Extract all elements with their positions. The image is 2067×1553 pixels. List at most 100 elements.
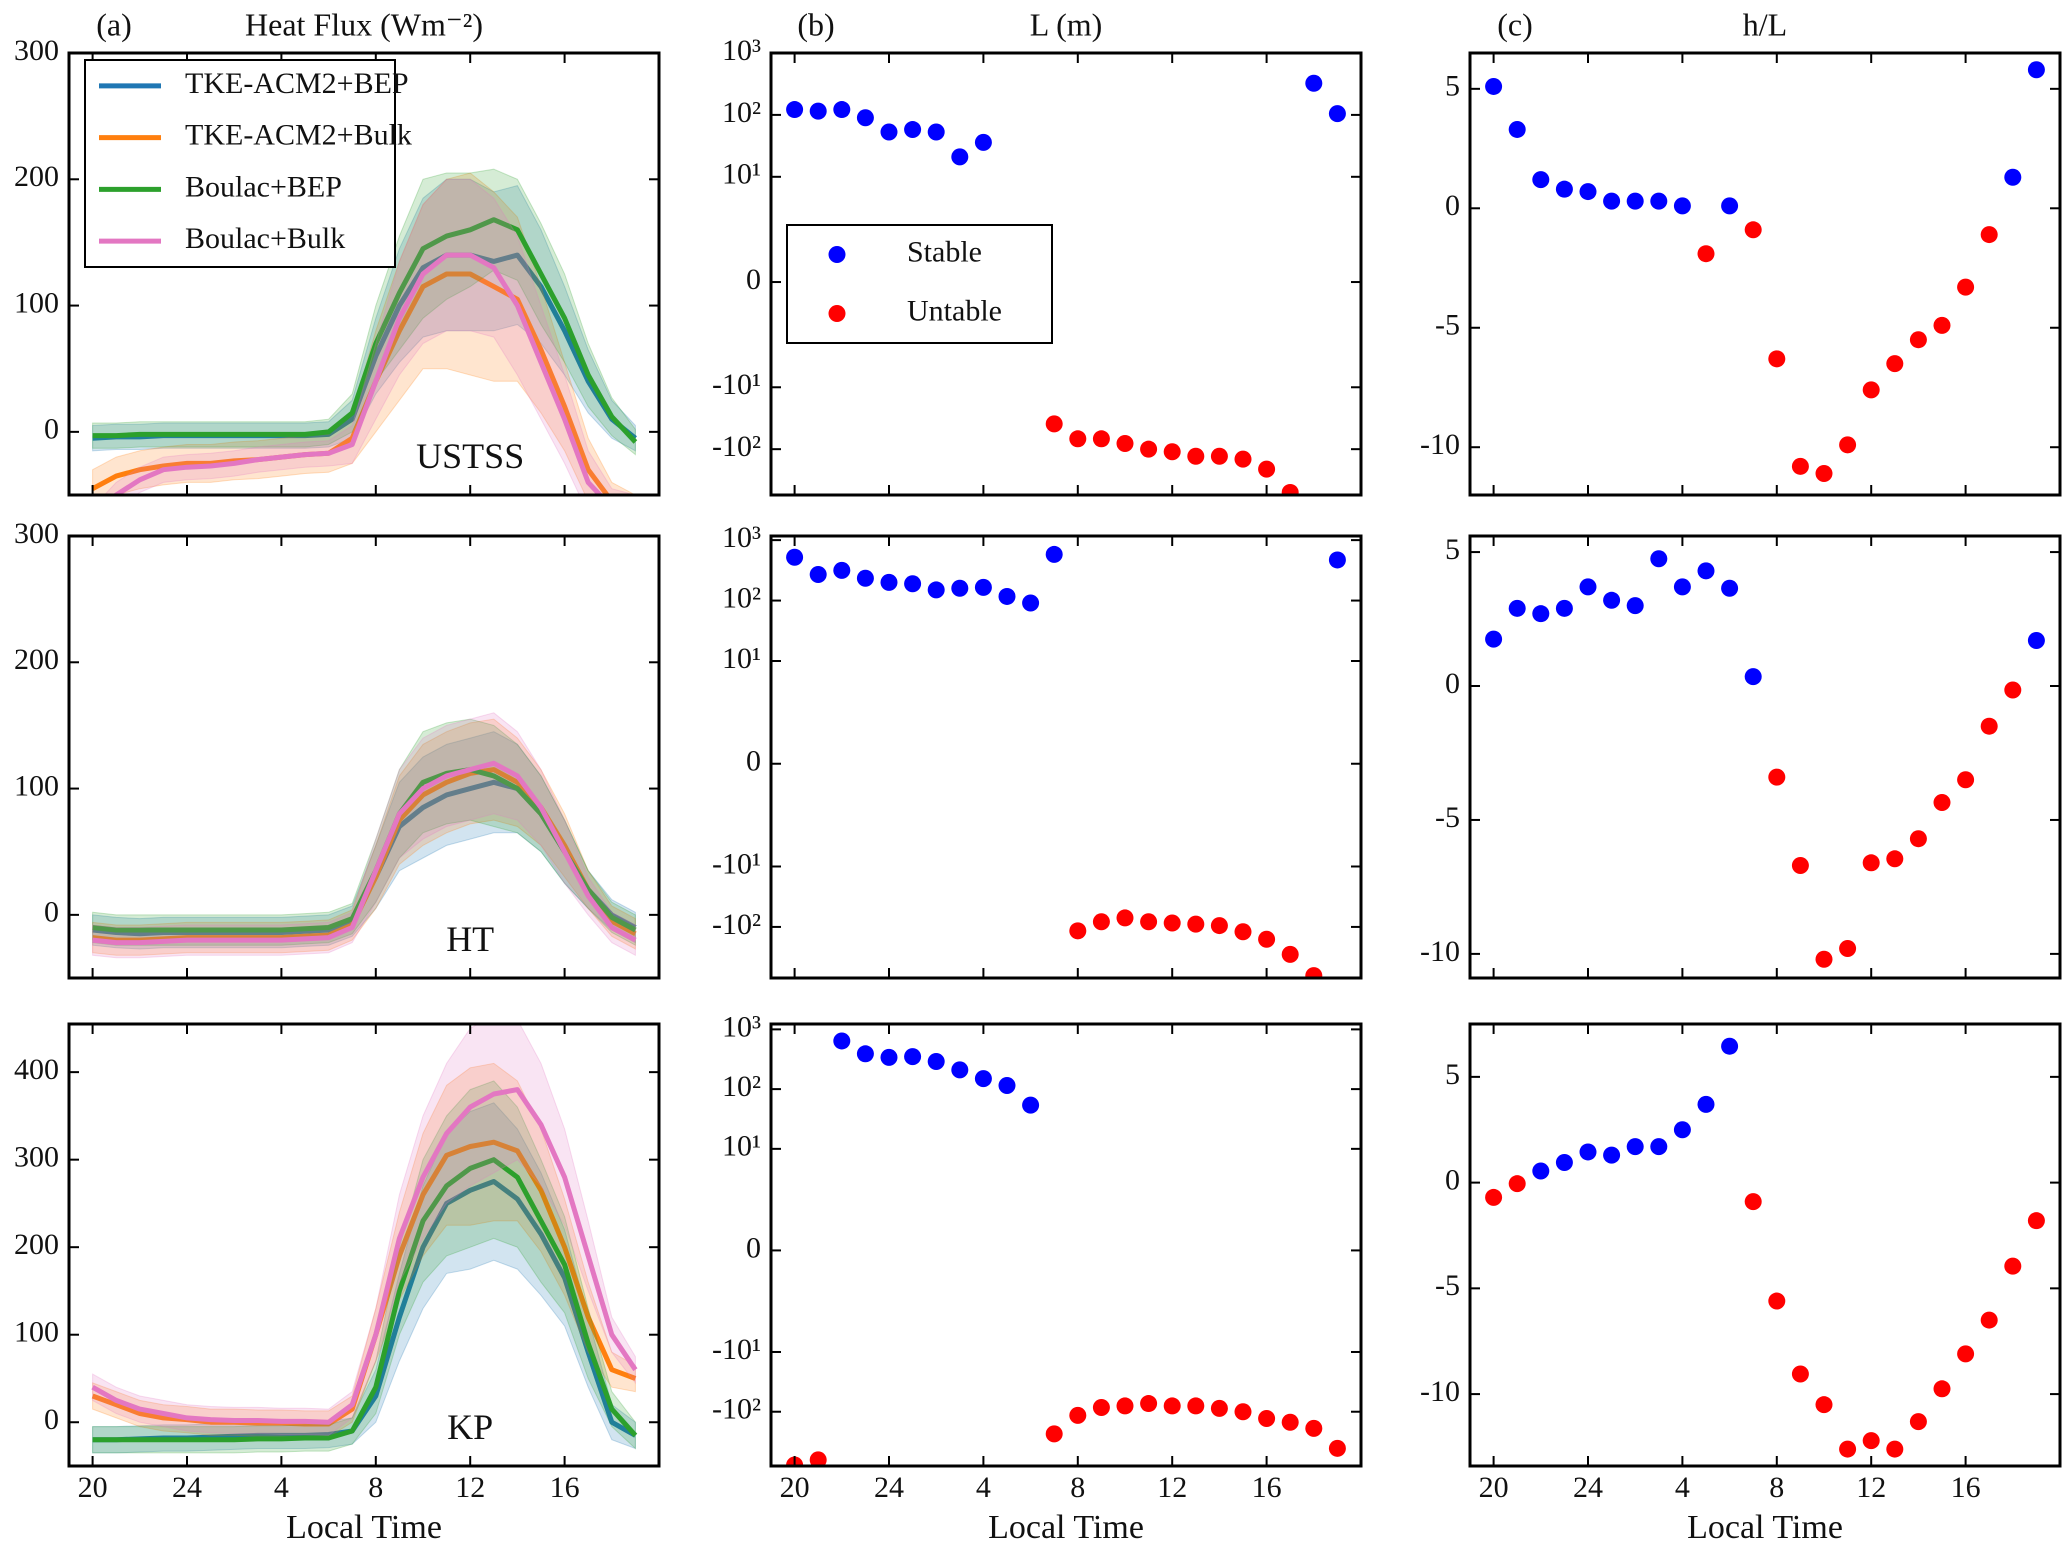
point: [974, 133, 992, 151]
point: [1933, 316, 1951, 334]
point: [1258, 460, 1276, 478]
series-line: [112, 252, 604, 495]
series-line: [92, 760, 637, 946]
point: [1815, 464, 1833, 482]
x-tick-label: 8: [1070, 1471, 1085, 1504]
point: [1721, 579, 1739, 597]
point: [1721, 1037, 1739, 1055]
point: [1650, 192, 1668, 210]
point: [1328, 1439, 1346, 1457]
point: [1210, 917, 1228, 935]
panel: 5 0 -5 -10 20 24 4 8 12 16 Local Time: [1420, 1022, 2062, 1546]
y-tick-label: 10²: [722, 1070, 761, 1103]
point: [1187, 1397, 1205, 1415]
point: [1092, 1399, 1110, 1417]
x-tick-label: 4: [274, 1471, 289, 1504]
plot-area: [1485, 1037, 2045, 1458]
y-tick-label: 0: [44, 896, 59, 929]
point: [1069, 430, 1087, 448]
point: [1791, 856, 1809, 874]
point: [786, 548, 804, 566]
point: [1603, 1146, 1621, 1164]
point: [1485, 1188, 1503, 1206]
point: [1744, 221, 1762, 239]
point: [1579, 1143, 1597, 1161]
y-tick-label: 10²: [722, 581, 761, 614]
plot-area: [786, 74, 1346, 495]
point: [1980, 717, 1998, 735]
point: [904, 575, 922, 593]
legend: TKE-ACM2+BEP TKE-ACM2+Bulk Boulac+BEP Boula…: [84, 59, 412, 268]
point: [2004, 1257, 2022, 1275]
x-tick-label: 24: [1573, 1471, 1603, 1504]
point: [1839, 1440, 1857, 1458]
axes-frame: [769, 1022, 1363, 1468]
point: [1116, 435, 1134, 453]
range-band: [92, 172, 636, 495]
point: [1697, 1095, 1715, 1113]
point: [1673, 1121, 1691, 1139]
point: [1555, 1154, 1573, 1172]
point: [1508, 120, 1526, 138]
station-label: HT: [446, 919, 494, 959]
point: [856, 109, 874, 127]
point: [833, 561, 851, 579]
point: [1862, 1432, 1880, 1450]
range-band: [92, 1080, 636, 1454]
point: [1234, 450, 1252, 468]
point: [1045, 545, 1063, 563]
station-label: KP: [447, 1407, 493, 1447]
y-tick-label: -10: [1420, 1375, 1460, 1408]
point: [856, 1045, 874, 1063]
point: [1069, 922, 1087, 940]
panel: 5 0 -5 -10 (c) h/L: [1420, 6, 2062, 497]
point: [1305, 1419, 1323, 1437]
point: [1603, 591, 1621, 609]
axes-frame: [1468, 51, 2062, 497]
point: [1022, 1096, 1040, 1114]
y-tick-label: -10²: [712, 1393, 761, 1426]
point: [1140, 1395, 1158, 1413]
panel-label: (c): [1497, 6, 1533, 42]
x-tick-label: 24: [172, 1471, 202, 1504]
point: [1650, 1138, 1668, 1156]
panel-label: (b): [797, 6, 834, 42]
point: [1532, 1162, 1550, 1180]
point: [951, 148, 969, 166]
y-tick-label: -10²: [712, 908, 761, 941]
y-tick-label: 100: [14, 286, 59, 319]
point: [1744, 668, 1762, 686]
x-tick-label: 24: [874, 1471, 904, 1504]
panel: 0 100 200 300 400 20 24 4 8 12 16 KP Local Time: [14, 1022, 661, 1546]
panel-title: h/L: [1743, 6, 1787, 42]
point: [927, 123, 945, 141]
plot-area: [91, 1024, 638, 1454]
x-tick-label: 8: [1769, 1471, 1784, 1504]
point: [786, 101, 804, 119]
point: [1957, 771, 1975, 789]
x-tick-label: 12: [455, 1471, 485, 1504]
panel: 10³ 10² 10¹ 0 -10¹ -10²: [712, 521, 1363, 980]
point: [1305, 74, 1323, 92]
point: [833, 1032, 851, 1050]
series-line: [92, 1157, 638, 1443]
point: [1839, 436, 1857, 454]
y-tick-label: -5: [1435, 309, 1460, 342]
plot-area: [92, 712, 637, 959]
legend-label: TKE-ACM2+Bulk: [185, 119, 412, 152]
legend-label: Boulac+BEP: [185, 170, 342, 203]
point: [1187, 447, 1205, 465]
point: [1140, 913, 1158, 931]
point: [1163, 443, 1181, 461]
x-axis-label: Local Time: [286, 1509, 442, 1546]
legend-swatch: [828, 305, 846, 322]
point: [1163, 914, 1181, 932]
plot-area: [1485, 61, 2045, 482]
x-tick-label: 4: [1675, 1471, 1690, 1504]
plot-area: [91, 168, 638, 495]
range-band: [92, 168, 636, 456]
axes-frame: [1468, 534, 2062, 980]
point: [1886, 850, 1904, 868]
point: [1697, 245, 1715, 263]
y-tick-label: 300: [14, 517, 59, 550]
